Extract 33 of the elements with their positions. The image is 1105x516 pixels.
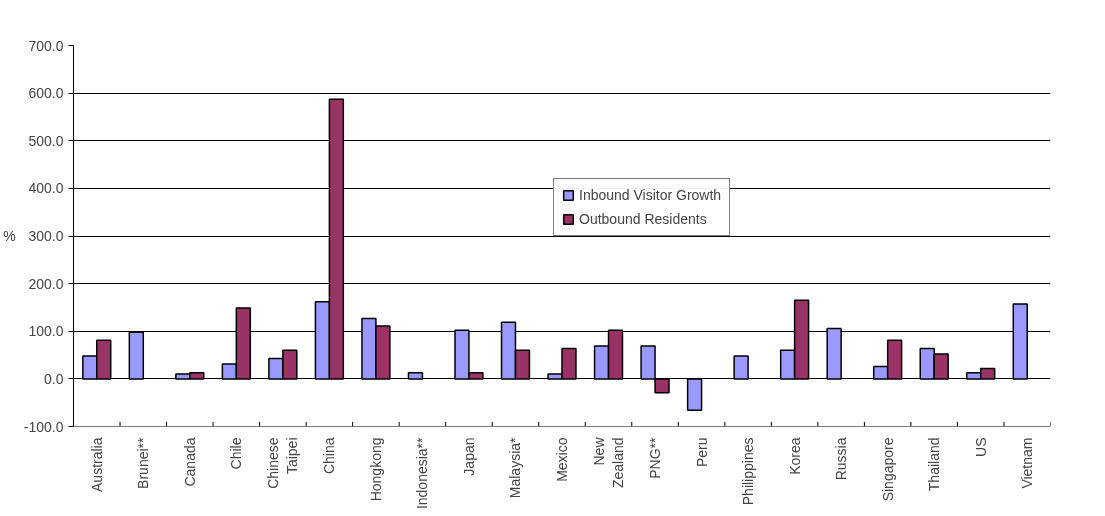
y-tick-label: 500.0 [28,132,64,149]
x-tick-label: Indonesia** [414,436,431,510]
x-tick-label: Australia [88,437,105,492]
y-tick-label: 700.0 [28,37,64,54]
y-tick-label: 400.0 [28,180,64,197]
x-tick-label: Russia [833,437,850,481]
x-tick-label: Thailand [926,437,943,492]
y-tick-label: 0.0 [44,370,64,387]
x-tick-label: Philippines [740,437,757,506]
y-tick-label: 200.0 [28,275,64,292]
legend-label: Outbound Residents [579,211,707,227]
y-axis-title: % [3,228,16,244]
y-tick-label: 600.0 [28,85,64,102]
x-tick-label: Chinese Taipei [265,437,301,489]
x-tick-label: US [972,437,989,457]
x-tick-label: Chile [228,437,245,470]
x-tick-label: Hongkong [367,437,384,502]
y-tick-label: 100.0 [28,323,64,340]
y-tick-label: 300.0 [28,228,64,244]
x-tick-label: Vietnam [1019,437,1036,489]
x-tick-label: Korea [786,437,803,475]
x-tick-label: Japan [460,437,477,476]
x-tick-label: PNG** [647,436,664,479]
x-tick-label: Malaysia* [507,436,524,499]
x-tick-label: Canada [181,437,198,487]
y-tick-label: -100.0 [23,418,64,435]
x-tick-label: New Zealand [590,436,627,489]
legend-label: Inbound Visitor Growth [579,187,722,203]
x-tick-label: China [321,437,338,475]
x-tick-label: Brunei** [135,436,152,489]
x-tick-label: Singapore [879,437,896,502]
x-tick-label: Peru [693,437,710,468]
x-tick-label: Mexico [554,437,570,482]
